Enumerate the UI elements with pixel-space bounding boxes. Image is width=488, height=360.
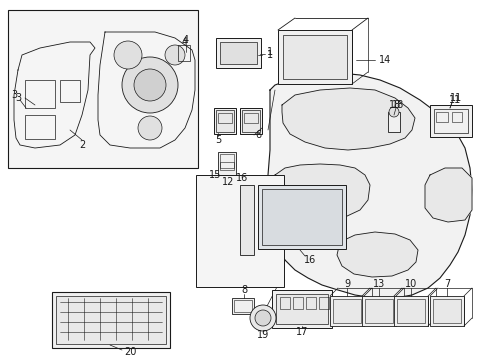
Bar [60, 80, 80, 102]
Circle shape [164, 45, 184, 65]
Bar [283, 35, 346, 79]
Bar [220, 162, 234, 170]
Bar [25, 80, 55, 108]
Bar [393, 296, 427, 326]
Bar [8, 10, 198, 168]
Bar [220, 154, 234, 168]
Text: 16: 16 [235, 173, 247, 183]
Bar [218, 152, 236, 178]
Text: 1: 1 [266, 50, 272, 60]
Text: 15: 15 [208, 170, 221, 180]
Text: 11: 11 [449, 93, 461, 103]
Text: 3: 3 [11, 90, 17, 100]
Bar [275, 294, 327, 324]
Bar [244, 113, 258, 123]
Bar [435, 112, 447, 122]
Bar [258, 185, 346, 249]
Polygon shape [274, 164, 369, 220]
Bar [361, 296, 395, 326]
Text: 4: 4 [182, 37, 188, 47]
Bar [271, 290, 331, 328]
Circle shape [388, 107, 398, 117]
Text: 10: 10 [404, 279, 416, 289]
Text: 7: 7 [443, 279, 449, 289]
Text: 5: 5 [214, 135, 221, 145]
Circle shape [254, 310, 270, 326]
Bar [433, 109, 467, 133]
Text: 14: 14 [378, 55, 390, 65]
Bar [178, 45, 190, 61]
Bar [292, 297, 303, 309]
Bar [242, 110, 260, 132]
Polygon shape [424, 168, 471, 222]
Bar [220, 42, 257, 64]
Bar [218, 113, 231, 123]
Bar [432, 299, 460, 323]
Text: 8: 8 [241, 285, 246, 295]
Circle shape [114, 41, 142, 69]
Text: 4: 4 [183, 35, 189, 45]
Polygon shape [14, 42, 95, 148]
Bar [280, 297, 289, 309]
Bar [329, 296, 363, 326]
Bar [25, 115, 55, 139]
Bar [56, 296, 165, 344]
Text: 6: 6 [254, 130, 261, 140]
Text: 20: 20 [123, 347, 136, 357]
Circle shape [138, 116, 162, 140]
Bar [278, 30, 351, 84]
Bar [396, 299, 424, 323]
Circle shape [249, 305, 275, 331]
Text: 11: 11 [448, 95, 460, 105]
Text: 1: 1 [266, 47, 272, 57]
Bar [231, 298, 253, 314]
Bar [451, 112, 461, 122]
Text: 17: 17 [295, 327, 307, 337]
Text: 12: 12 [222, 177, 234, 187]
Bar [364, 299, 392, 323]
Polygon shape [98, 32, 195, 148]
Bar [52, 292, 170, 348]
Text: 16: 16 [303, 255, 315, 265]
Bar [262, 189, 341, 245]
Bar [387, 112, 399, 132]
Text: 13: 13 [372, 279, 385, 289]
Bar [240, 185, 253, 255]
Bar [318, 297, 328, 309]
Text: 18: 18 [388, 100, 400, 110]
Circle shape [134, 69, 165, 101]
Text: 2: 2 [79, 140, 85, 150]
Polygon shape [336, 232, 417, 277]
Bar [429, 296, 463, 326]
Bar [429, 105, 471, 137]
Bar [216, 110, 234, 132]
Bar [305, 297, 315, 309]
Bar [196, 175, 284, 287]
Bar [234, 300, 251, 312]
Text: 3: 3 [15, 93, 21, 103]
Text: 9: 9 [343, 279, 349, 289]
Text: 19: 19 [256, 330, 268, 340]
Polygon shape [282, 88, 414, 150]
Bar [214, 108, 236, 134]
Polygon shape [267, 73, 471, 298]
Bar [332, 299, 360, 323]
Text: 18: 18 [391, 100, 403, 110]
Bar [216, 38, 261, 68]
Bar [240, 108, 262, 134]
Circle shape [122, 57, 178, 113]
